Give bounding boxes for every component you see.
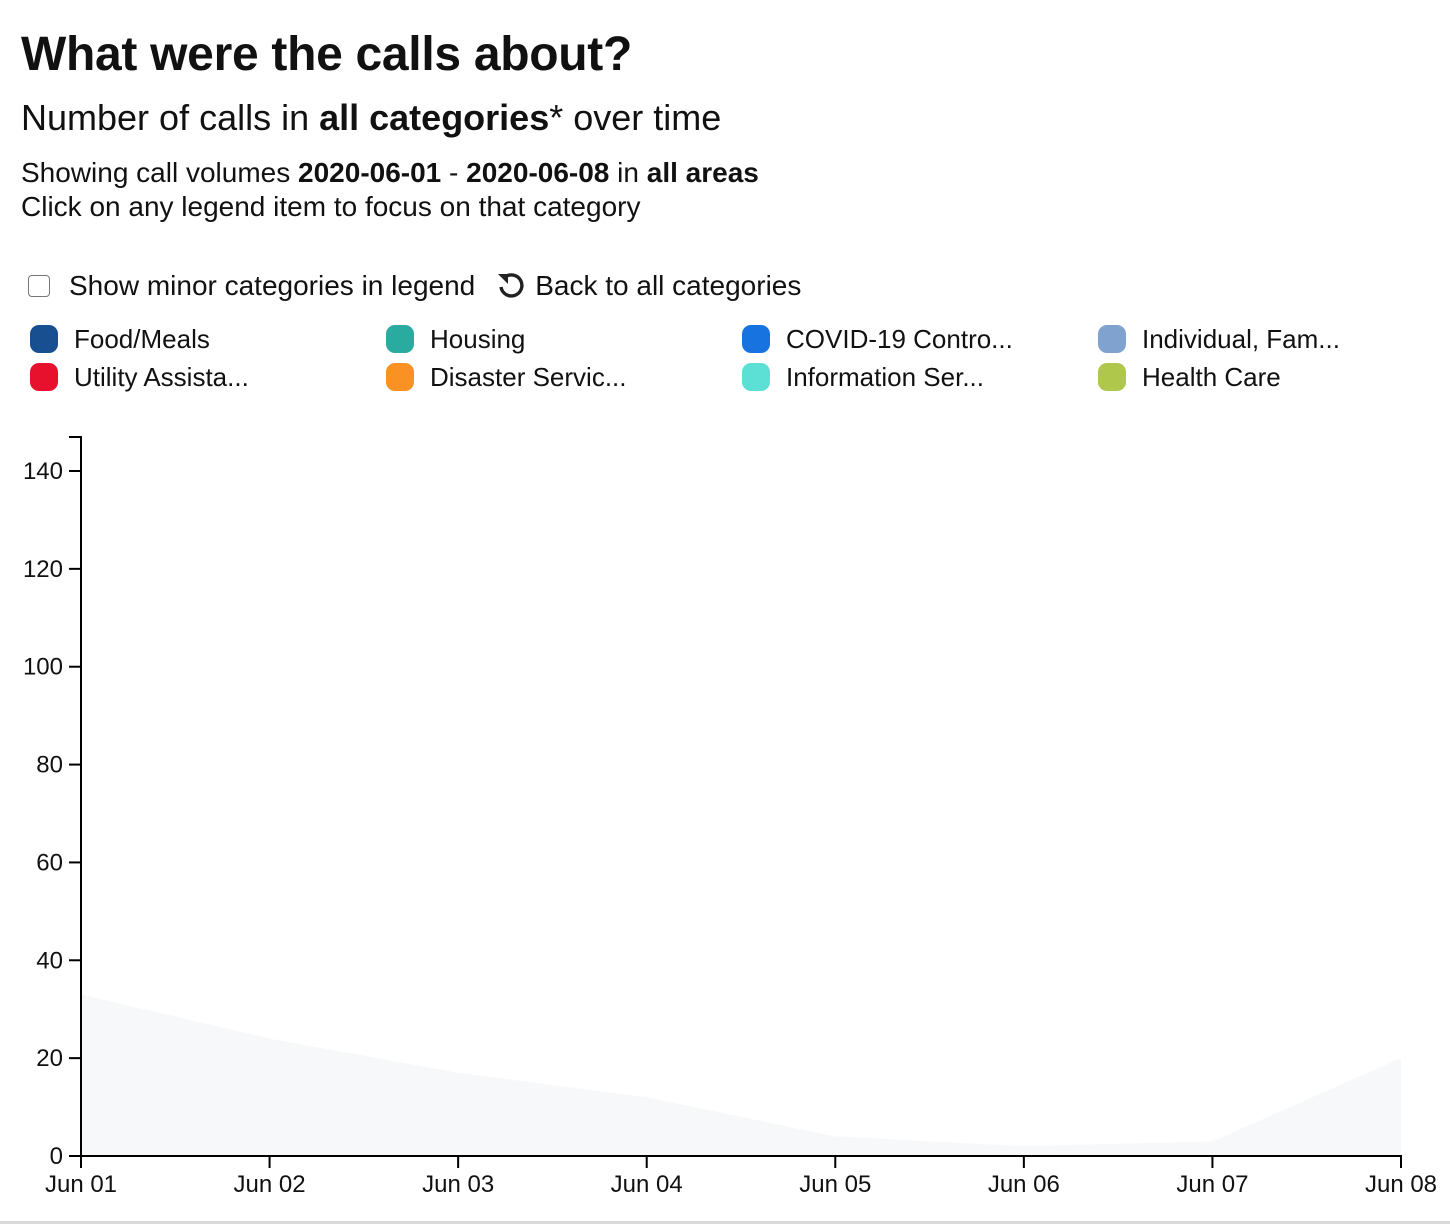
legend-item[interactable]: Individual, Fam... [1098,320,1340,358]
x-tick-label: Jun 03 [422,1171,494,1198]
subtitle: Number of calls in all categories* over … [21,96,721,140]
y-tick-label: 100 [23,654,63,681]
range-area: all areas [646,157,759,188]
legend-swatch [742,363,770,391]
legend-controls: Show minor categories in legend Back to … [28,266,801,306]
legend-item[interactable]: COVID-19 Contro... [742,320,1013,358]
calls-area-chart: 0 20 40 60 80 100 120 140 Jun 01 Jun 02 Jun 03 Jun … [23,436,1437,1198]
area-series [81,994,1401,1156]
y-tick-label: 0 [50,1143,63,1170]
legend-swatch [742,325,770,353]
y-tick-label: 80 [36,752,63,779]
divider [0,1221,1450,1224]
x-tick-label: Jun 06 [988,1171,1060,1198]
date-range-line: Showing call volumes 2020-06-01 - 2020-0… [21,156,759,190]
x-tick-label: Jun 04 [611,1171,683,1198]
legend-hint: Click on any legend item to focus on tha… [21,191,641,222]
legend-item[interactable]: Health Care [1098,358,1281,396]
legend-item[interactable]: Information Ser... [742,358,984,396]
legend-swatch [386,363,414,391]
legend-swatch [1098,363,1126,391]
range-separator: - [441,157,467,188]
page-title: What were the calls about? [21,28,632,81]
show-minor-label[interactable]: Show minor categories in legend [69,270,476,301]
legend-label: Health Care [1142,361,1281,392]
x-tick-label: Jun 02 [234,1171,306,1198]
show-minor-checkbox[interactable] [28,275,50,297]
back-to-all-button[interactable]: Back to all categories [495,270,801,302]
range-end: 2020-06-08 [466,157,610,188]
legend-label: Information Ser... [786,361,984,392]
legend-swatch [30,325,58,353]
legend-label: Utility Assista... [74,361,249,392]
x-tick-label: Jun 01 [45,1171,117,1198]
range-in: in [609,157,647,188]
legend-item[interactable]: Utility Assista... [30,358,249,396]
undo-icon [498,273,524,298]
x-tick-label: Jun 05 [799,1171,871,1198]
legend-swatch [1098,325,1126,353]
range-start: 2020-06-01 [298,157,442,188]
y-tick-label: 60 [36,849,63,876]
legend-label: Food/Meals [74,323,210,354]
legend-item[interactable]: Disaster Servic... [386,358,627,396]
y-tick-label: 40 [36,947,63,974]
y-tick-label: 140 [23,458,63,485]
legend-label: Disaster Servic... [430,361,627,392]
x-tick-label: Jun 07 [1176,1171,1248,1198]
x-tick-label: Jun 08 [1365,1171,1437,1198]
back-to-all-label: Back to all categories [535,270,802,301]
legend-item[interactable]: Food/Meals [30,320,210,358]
subtitle-category: all categories [319,97,550,138]
range-prefix: Showing call volumes [21,157,299,188]
subtitle-prefix: Number of calls in [21,97,320,138]
legend-item[interactable]: Housing [386,320,525,358]
legend-label: Individual, Fam... [1142,323,1340,354]
legend-label: Housing [430,323,526,354]
legend-label: COVID-19 Contro... [786,323,1013,354]
subtitle-suffix: * over time [549,97,722,138]
y-tick-label: 120 [23,556,63,583]
legend-swatch [30,363,58,391]
y-tick-label: 20 [36,1045,63,1072]
legend-swatch [386,325,414,353]
